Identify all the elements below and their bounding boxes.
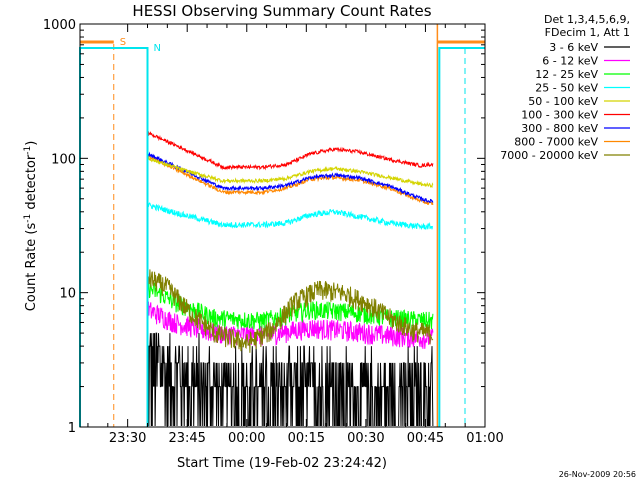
legend-label: 3 - 6 keV bbox=[549, 41, 598, 54]
y-tick-label: 1000 bbox=[43, 18, 76, 33]
plot-frame bbox=[79, 23, 486, 428]
legend-label: 12 - 25 keV bbox=[535, 68, 598, 81]
data-layer bbox=[147, 130, 434, 426]
series-line-7 bbox=[147, 154, 434, 206]
series-line-0 bbox=[147, 332, 434, 426]
x-tick-label: 23:45 bbox=[168, 431, 205, 446]
saa-marker-label: S bbox=[120, 37, 126, 48]
y-axis-label: Count Rate (s-1 detector-1) bbox=[23, 141, 39, 312]
footer-date: 26-Nov-2009 20:56 bbox=[559, 470, 636, 479]
marker-layer: SN bbox=[79, 24, 485, 427]
y-tick-label: 100 bbox=[51, 152, 76, 167]
legend-header-line-1: Det 1,3,4,5,6,9, bbox=[544, 13, 630, 26]
x-tick-label: 00:15 bbox=[288, 431, 325, 446]
legend-label: 7000 - 20000 keV bbox=[500, 149, 598, 162]
x-tick-label: 23:30 bbox=[109, 431, 146, 446]
x-tick-label: 00:00 bbox=[228, 431, 265, 446]
series-line-8 bbox=[147, 269, 434, 353]
night-bar-right bbox=[438, 47, 465, 427]
x-tick-label: 01:00 bbox=[466, 431, 503, 446]
x-tick-label: 00:45 bbox=[407, 431, 444, 446]
series-line-6 bbox=[147, 151, 434, 204]
y-tick-label: 1 bbox=[68, 421, 76, 436]
series-line-4 bbox=[147, 156, 434, 189]
legend-label: 50 - 100 keV bbox=[528, 95, 598, 108]
legend-label: 800 - 7000 keV bbox=[514, 136, 598, 149]
night-marker-label: N bbox=[154, 43, 161, 54]
series-line-5 bbox=[147, 130, 434, 171]
x-axis-label: Start Time (19-Feb-02 23:24:42) bbox=[177, 456, 387, 471]
legend-label: 6 - 12 keV bbox=[542, 55, 598, 68]
chart-title: HESSI Observing Summary Count Rates bbox=[132, 2, 431, 20]
axis-layer: 23:30 23:45 00:00 00:15 00:30 00:45 01:00 1 10 10… bbox=[43, 18, 504, 446]
legend-label: 300 - 800 keV bbox=[521, 122, 598, 135]
legend-label: 25 - 50 keV bbox=[535, 82, 598, 95]
legend: Det 1,3,4,5,6,9, FDecim 1, Att 1 3 - 6 k… bbox=[500, 13, 630, 162]
x-tick-label: 00:30 bbox=[347, 431, 384, 446]
y-tick-label: 10 bbox=[59, 287, 76, 302]
legend-label: 100 - 300 keV bbox=[521, 109, 598, 122]
series-line-3 bbox=[147, 202, 434, 231]
legend-header-line-2: FDecim 1, Att 1 bbox=[545, 26, 630, 39]
